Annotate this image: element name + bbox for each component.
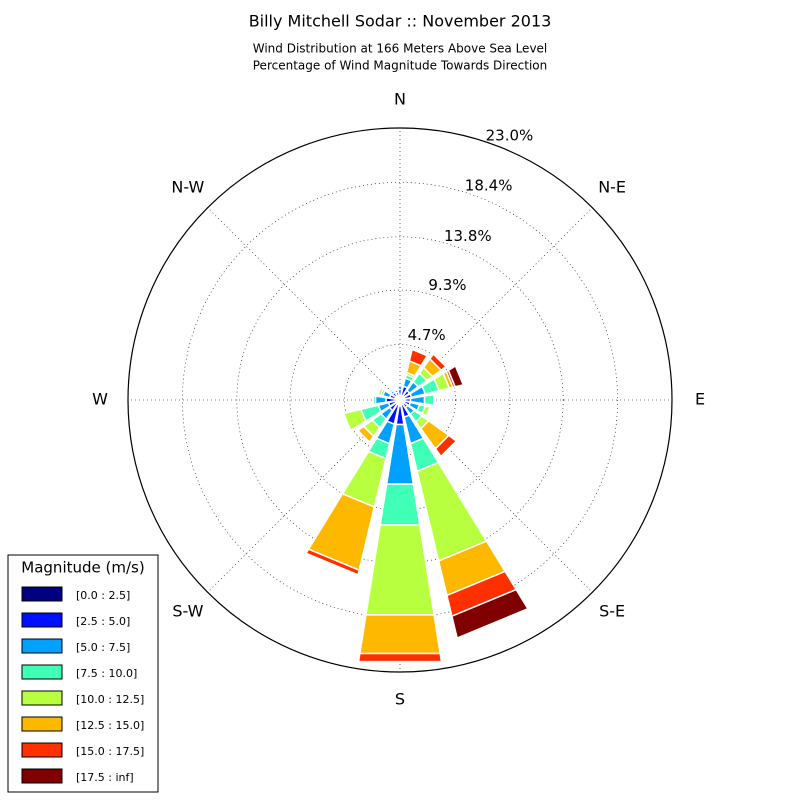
wind-segment [396, 385, 404, 391]
wind-segment [428, 352, 448, 372]
wind-segment [447, 364, 465, 388]
legend-label: [12.5 : 15.0] [76, 719, 144, 732]
chart-title: Billy Mitchell Sodar :: November 2013 [249, 12, 552, 31]
radial-tick-label: 13.8% [444, 227, 492, 245]
legend-label: [2.5 : 5.0] [76, 615, 130, 628]
direction-label: S [395, 690, 405, 709]
radial-grid-line [399, 207, 593, 401]
direction-label: E [695, 390, 705, 409]
outer-ring [127, 127, 673, 673]
direction-label: N-W [171, 177, 204, 196]
wind-segment [304, 548, 361, 576]
radial-tick-label: 23.0% [486, 126, 534, 144]
legend-title: Magnitude (m/s) [21, 559, 144, 577]
wind-segment [408, 348, 429, 367]
chart-subtitle: Wind Distribution at 166 Meters Above Se… [253, 42, 548, 56]
wind-segment [372, 394, 377, 406]
legend-swatch [21, 690, 63, 706]
legend-swatch [21, 586, 63, 602]
radial-grid-line [207, 207, 401, 401]
direction-label: S-E [599, 602, 625, 621]
legend-label: [5.0 : 7.5] [76, 641, 130, 654]
direction-label: N [394, 90, 406, 109]
wind-segment [377, 387, 384, 397]
legend-label: [15.0 : 17.5] [76, 745, 144, 758]
grid-ring [182, 182, 618, 618]
wind-segment [379, 483, 421, 526]
radial-tick-label: 4.7% [408, 326, 446, 344]
legend-swatch [21, 768, 63, 784]
grid-ring [344, 344, 456, 456]
wind-segment [451, 588, 530, 640]
legend-label: [17.5 : inf] [76, 771, 134, 784]
radial-grid-line [399, 399, 593, 593]
wind-segment [358, 614, 442, 655]
legend-swatch [21, 742, 63, 758]
legend-swatch [21, 716, 63, 732]
legend-label: [10.0 : 12.5] [76, 693, 144, 706]
legend-swatch [21, 664, 63, 680]
direction-label: W [92, 390, 108, 409]
wind-segment [440, 440, 459, 459]
wind-segment [423, 393, 435, 407]
wind-segment [342, 408, 367, 432]
chart-subtitle: Percentage of Wind Magnitude Towards Dir… [253, 59, 547, 73]
wind-segment [357, 652, 443, 663]
legend-label: [0.0 : 2.5] [76, 589, 130, 602]
wind-segment [389, 389, 396, 396]
radial-tick-label: 18.4% [465, 177, 513, 195]
wind-segment [393, 388, 399, 394]
legend-swatch [21, 612, 63, 628]
legend-swatch [21, 638, 63, 654]
radial-tick-label: 9.3% [428, 276, 466, 294]
direction-label: N-E [598, 177, 626, 196]
radial-grid-line [207, 399, 401, 593]
direction-label: S-W [172, 602, 203, 621]
wind-segment [374, 395, 387, 405]
wind-segment [356, 425, 375, 444]
wind-segment [421, 405, 431, 418]
legend-label: [7.5 : 10.0] [76, 667, 137, 680]
